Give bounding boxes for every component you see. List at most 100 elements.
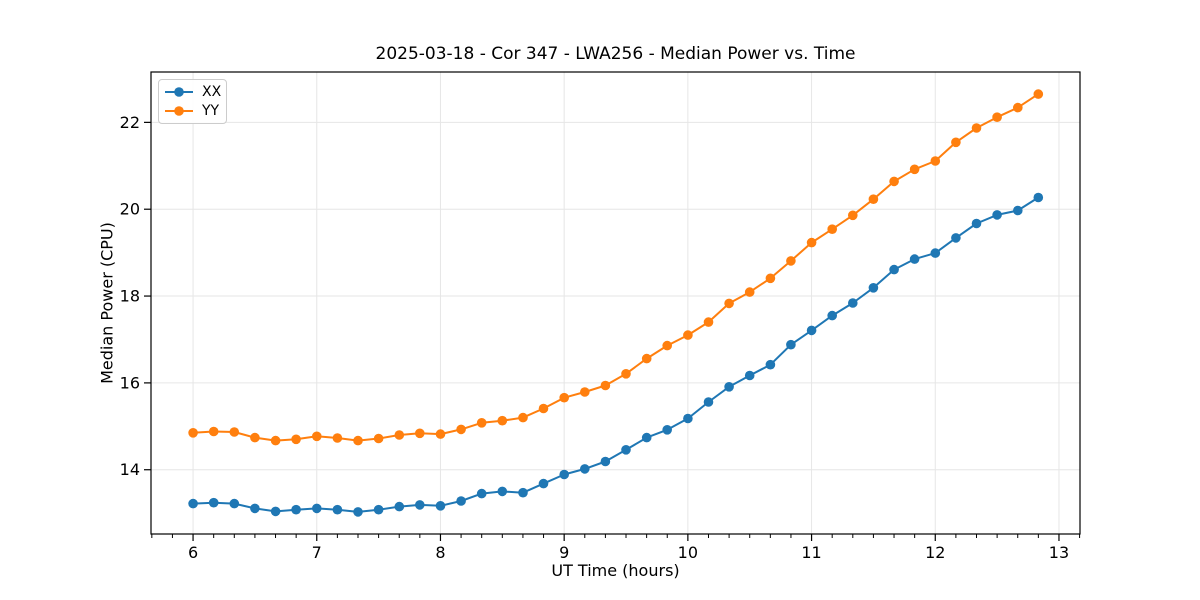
legend-line-sample-YY — [165, 105, 193, 116]
data-point-XX — [1013, 205, 1023, 216]
y-tick-label: 20 — [120, 200, 140, 219]
data-point-YY — [662, 340, 672, 351]
data-point-YY — [786, 256, 796, 266]
x-tick-label: 8 — [435, 543, 445, 562]
data-point-XX — [476, 488, 487, 499]
data-point-YY — [683, 330, 693, 340]
data-point-YY — [497, 415, 508, 426]
legend-line-sample-XX — [165, 87, 193, 98]
series-line-YY — [192, 93, 1040, 442]
legend: XX YY — [158, 79, 227, 124]
data-point-XX — [868, 283, 879, 293]
data-point-XX — [724, 382, 734, 392]
data-point-YY — [971, 123, 982, 133]
legend-label: XX — [202, 84, 222, 101]
x-tick-label: 13 — [1049, 543, 1069, 562]
axes-spines — [150, 71, 1081, 535]
data-point-YY — [291, 434, 301, 445]
data-point-XX — [353, 507, 363, 517]
data-point-YY — [538, 403, 549, 414]
data-point-YY — [744, 287, 755, 297]
data-point-YY — [621, 369, 631, 379]
legend-label: YY — [202, 102, 220, 119]
data-point-XX — [703, 397, 714, 407]
data-point-XX — [538, 478, 549, 489]
data-point-XX — [786, 339, 796, 350]
data-point-YY — [476, 418, 487, 428]
legend-marker-icon — [174, 87, 184, 98]
data-point-XX — [930, 248, 941, 258]
data-point-YY — [724, 298, 734, 309]
data-point-YY — [250, 432, 260, 443]
data-point-YY — [1013, 102, 1023, 113]
data-point-XX — [1033, 192, 1044, 203]
x-tick-label: 11 — [801, 543, 821, 562]
data-point-XX — [435, 501, 446, 511]
data-point-XX — [270, 506, 281, 517]
data-point-XX — [827, 310, 837, 321]
legend-item-XX: XX — [164, 84, 222, 101]
data-point-YY — [518, 412, 528, 423]
data-point-YY — [641, 353, 652, 364]
data-point-XX — [580, 464, 590, 474]
data-point-XX — [332, 504, 343, 515]
legend-item-YY: YY — [164, 104, 220, 118]
data-point-XX — [744, 370, 755, 381]
x-axis-label: UT Time (hours) — [551, 561, 680, 580]
data-point-YY — [435, 429, 446, 439]
data-point-XX — [188, 498, 198, 509]
data-point-XX — [889, 264, 899, 275]
data-point-XX — [848, 298, 858, 308]
data-point-YY — [806, 237, 817, 248]
data-point-XX — [250, 503, 260, 514]
data-point-YY — [703, 317, 714, 327]
data-point-YY — [415, 428, 425, 439]
data-point-XX — [229, 498, 240, 509]
data-point-XX — [951, 233, 961, 243]
data-point-XX — [806, 325, 817, 336]
series-line-XX — [192, 196, 1040, 513]
data-point-YY — [312, 431, 322, 442]
data-point-YY — [868, 194, 879, 204]
y-tick-label: 14 — [120, 460, 140, 479]
data-point-YY — [208, 426, 219, 437]
y-axis-label: Median Power (CPU) — [97, 222, 117, 384]
data-point-YY — [909, 164, 920, 175]
data-point-XX — [909, 254, 920, 264]
data-point-YY — [270, 435, 281, 446]
data-point-YY — [332, 433, 343, 443]
data-point-XX — [208, 497, 219, 508]
data-point-YY — [600, 380, 611, 391]
data-point-XX — [394, 501, 405, 512]
data-point-YY — [559, 392, 569, 403]
x-tick-label: 9 — [559, 543, 569, 562]
data-point-XX — [765, 359, 776, 370]
data-point-YY — [889, 176, 899, 187]
x-tick-label: 12 — [925, 543, 945, 562]
data-point-YY — [930, 156, 941, 166]
data-point-YY — [353, 435, 363, 446]
data-point-XX — [971, 218, 982, 229]
data-point-YY — [848, 210, 858, 221]
chart-title: 2025-03-18 - Cor 347 - LWA256 - Median P… — [375, 44, 856, 64]
data-point-XX — [312, 503, 322, 514]
data-point-XX — [621, 445, 631, 455]
data-point-YY — [992, 112, 1002, 122]
data-point-XX — [600, 456, 611, 467]
data-point-XX — [683, 413, 693, 424]
data-point-YY — [394, 430, 405, 440]
data-point-XX — [992, 210, 1002, 220]
data-point-YY — [456, 424, 466, 435]
data-point-XX — [456, 496, 466, 506]
data-point-YY — [1033, 89, 1044, 99]
data-point-XX — [518, 487, 528, 498]
data-point-XX — [641, 432, 652, 443]
data-point-YY — [373, 433, 384, 444]
x-tick-label: 6 — [188, 543, 198, 562]
data-point-YY — [580, 387, 590, 397]
data-point-YY — [229, 427, 240, 437]
x-tick-label: 10 — [678, 543, 698, 562]
data-point-XX — [415, 500, 425, 510]
